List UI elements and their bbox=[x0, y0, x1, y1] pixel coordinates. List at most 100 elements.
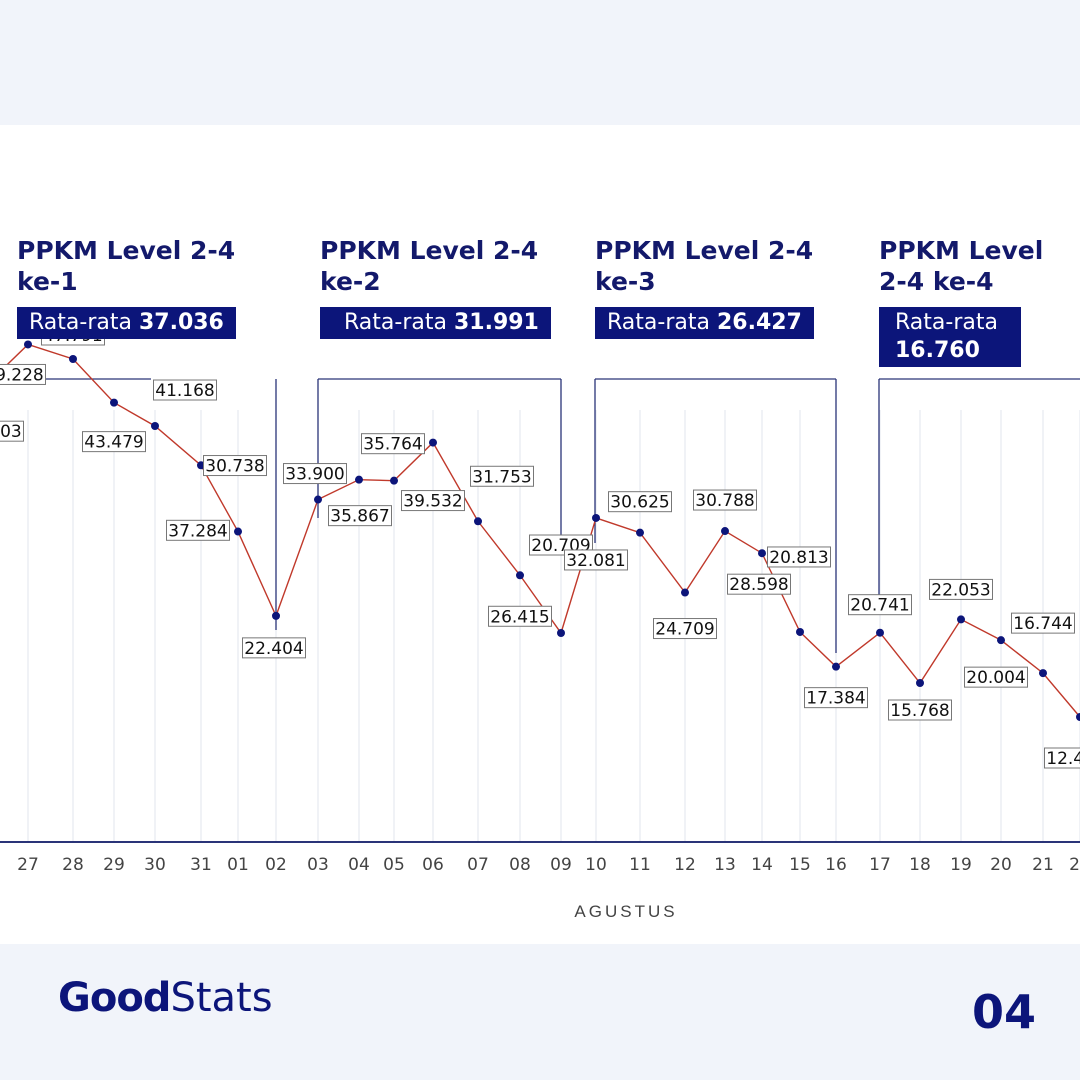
data-label-16: 17.384 bbox=[806, 689, 865, 709]
data-point-21 bbox=[1039, 669, 1047, 678]
data-label-box-15 bbox=[767, 546, 831, 568]
data-label-13: 30.788 bbox=[695, 491, 754, 511]
x-tick-01: 01 bbox=[227, 855, 249, 875]
goodstats-logo: GoodStats bbox=[58, 975, 273, 1021]
data-label-14: 28.598 bbox=[729, 575, 788, 595]
data-label-29: 43.479 bbox=[84, 433, 143, 453]
data-label-10: 32.081 bbox=[566, 551, 625, 571]
data-label-box-27 bbox=[0, 363, 46, 385]
data-point-18 bbox=[916, 679, 924, 688]
data-point-04 bbox=[355, 475, 363, 484]
data-point-11 bbox=[636, 528, 644, 537]
data-point-30 bbox=[151, 422, 159, 431]
data-label-box-29 bbox=[82, 431, 146, 453]
data-point-19 bbox=[957, 615, 965, 624]
phase-4-title-line1: PPKM Level bbox=[879, 236, 1044, 265]
line-chart: 45.20349.22847.79143.47941.16837.28430.7… bbox=[0, 324, 1080, 875]
data-label-box-14 bbox=[727, 573, 791, 595]
phase-1-title-line2: ke-1 bbox=[17, 267, 78, 296]
x-axis-month-label: AGUSTUS bbox=[574, 902, 678, 921]
data-point-03 bbox=[314, 495, 322, 504]
data-label-27: 49.228 bbox=[0, 365, 44, 385]
phase-4-average-badge: Rata-rata 16.760 bbox=[879, 307, 1021, 367]
phase-2-title-line2: ke-2 bbox=[320, 267, 381, 296]
phase-3-title: PPKM Level 2-4 ke-3 bbox=[595, 235, 813, 297]
x-tick-20: 20 bbox=[990, 855, 1012, 875]
x-tick-14: 14 bbox=[751, 855, 773, 875]
data-label-18: 15.768 bbox=[890, 701, 949, 721]
phase-2-title-line1: PPKM Level 2-4 bbox=[320, 236, 539, 265]
chart-panel: 45.20349.22847.79143.47941.16837.28430.7… bbox=[0, 125, 1080, 944]
data-label-31: 37.284 bbox=[168, 521, 227, 541]
data-label-11: 30.625 bbox=[610, 493, 669, 513]
data-label-30: 41.168 bbox=[155, 381, 214, 401]
x-tick-02: 02 bbox=[265, 855, 287, 875]
phase-2-average-badge: Rata-rata 31.991 bbox=[320, 307, 551, 339]
phase-2-average-value: 31.991 bbox=[453, 310, 539, 335]
data-label-21: 16.744 bbox=[1013, 614, 1072, 634]
data-point-17 bbox=[876, 628, 884, 637]
data-label-box-11 bbox=[608, 491, 672, 513]
x-tick-08: 08 bbox=[509, 855, 531, 875]
data-label-box-17 bbox=[848, 594, 912, 616]
data-label-07: 31.753 bbox=[472, 467, 531, 487]
phase-4-title-line2: 2-4 ke-4 bbox=[879, 267, 994, 296]
data-point-20 bbox=[997, 636, 1005, 645]
x-tick-13: 13 bbox=[714, 855, 736, 875]
x-tick-22: 22 bbox=[1069, 855, 1080, 875]
phase-3-title-line1: PPKM Level 2-4 bbox=[595, 236, 814, 265]
data-point-08 bbox=[516, 571, 524, 580]
x-tick-18: 18 bbox=[909, 855, 931, 875]
data-label-12: 24.709 bbox=[655, 620, 714, 640]
data-label-box-08 bbox=[488, 605, 552, 627]
data-label-06: 39.532 bbox=[403, 492, 462, 512]
data-label-box-21 bbox=[1011, 612, 1075, 634]
phase-3-average-value: 26.427 bbox=[716, 310, 802, 335]
phase-4-average-label: Rata-rata bbox=[895, 310, 998, 335]
phase-3-average-label: Rata-rata bbox=[607, 310, 710, 335]
data-point-15 bbox=[796, 627, 804, 636]
data-point-07 bbox=[474, 517, 482, 526]
x-tick-03: 03 bbox=[307, 855, 329, 875]
data-label-05: 35.764 bbox=[363, 435, 422, 455]
data-label-box-01 bbox=[203, 455, 267, 477]
data-label-08: 26.415 bbox=[490, 607, 549, 627]
data-label-22: 12.408 bbox=[1046, 749, 1080, 769]
data-point-14 bbox=[758, 549, 766, 558]
data-label-box-05 bbox=[361, 433, 425, 455]
x-tick-05: 05 bbox=[383, 855, 405, 875]
data-point-29 bbox=[110, 398, 118, 407]
data-label-17: 20.741 bbox=[850, 596, 909, 616]
x-tick-31: 31 bbox=[190, 855, 212, 875]
data-label-box-22 bbox=[1044, 747, 1080, 769]
phase-1-title-line1: PPKM Level 2-4 bbox=[17, 236, 236, 265]
page-number: 04 bbox=[971, 985, 1036, 1039]
x-tick-19: 19 bbox=[950, 855, 972, 875]
data-point-10 bbox=[592, 513, 600, 522]
data-label-02: 22.404 bbox=[244, 639, 303, 659]
phase-4-average-value: 16.760 bbox=[895, 338, 980, 363]
data-label-04: 35.867 bbox=[330, 507, 389, 527]
phase-4-title: PPKM Level 2-4 ke-4 bbox=[879, 235, 1043, 297]
x-tick-09: 09 bbox=[550, 855, 572, 875]
series-line bbox=[0, 343, 1080, 718]
x-tick-06: 06 bbox=[422, 855, 444, 875]
data-point-12 bbox=[681, 588, 689, 597]
phase-3-title-line2: ke-3 bbox=[595, 267, 656, 296]
data-point-27 bbox=[24, 340, 32, 349]
data-label-15: 20.813 bbox=[769, 548, 828, 568]
data-label-box-12 bbox=[653, 618, 717, 640]
phase-2-title: PPKM Level 2-4 ke-2 bbox=[320, 235, 538, 297]
x-tick-12: 12 bbox=[674, 855, 696, 875]
data-label-box-30 bbox=[153, 379, 217, 401]
data-label-box-16 bbox=[804, 687, 868, 709]
data-label-box-31 bbox=[166, 519, 230, 541]
logo-text-stats: Stats bbox=[170, 975, 273, 1021]
phase-1-title: PPKM Level 2-4 ke-1 bbox=[17, 235, 235, 297]
x-tick-28: 28 bbox=[62, 855, 84, 875]
data-label-box-07 bbox=[470, 465, 534, 487]
data-label-box-06 bbox=[401, 490, 465, 512]
x-tick-07: 07 bbox=[467, 855, 489, 875]
data-point-13 bbox=[721, 527, 729, 536]
data-label-26: 45.203 bbox=[0, 422, 22, 442]
